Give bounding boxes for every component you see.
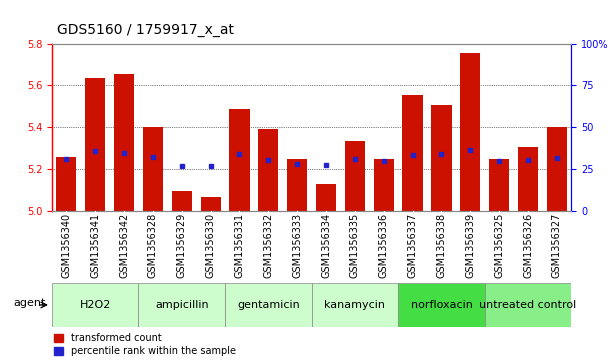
FancyBboxPatch shape: [52, 283, 139, 327]
FancyBboxPatch shape: [312, 283, 398, 327]
Text: GSM1356330: GSM1356330: [206, 213, 216, 278]
Bar: [489, 159, 509, 211]
FancyBboxPatch shape: [225, 283, 312, 327]
Bar: [547, 127, 567, 211]
FancyBboxPatch shape: [139, 283, 225, 327]
Text: agent: agent: [13, 298, 45, 308]
Text: GSM1356342: GSM1356342: [119, 213, 129, 278]
Text: GSM1356326: GSM1356326: [523, 213, 533, 278]
Bar: [316, 184, 336, 211]
Text: norfloxacin: norfloxacin: [411, 300, 472, 310]
Text: GSM1356327: GSM1356327: [552, 213, 562, 278]
Text: GDS5160 / 1759917_x_at: GDS5160 / 1759917_x_at: [57, 23, 234, 37]
Text: GSM1356332: GSM1356332: [263, 213, 273, 278]
Text: GSM1356335: GSM1356335: [350, 213, 360, 278]
Bar: [200, 197, 221, 211]
Bar: [143, 127, 163, 211]
Text: GSM1356329: GSM1356329: [177, 213, 187, 278]
Text: ampicillin: ampicillin: [155, 300, 208, 310]
Text: GSM1356331: GSM1356331: [235, 213, 244, 278]
Text: GSM1356325: GSM1356325: [494, 213, 504, 278]
FancyBboxPatch shape: [485, 283, 571, 327]
Legend: transformed count, percentile rank within the sample: transformed count, percentile rank withi…: [54, 333, 236, 356]
Text: GSM1356338: GSM1356338: [436, 213, 447, 278]
Text: GSM1356339: GSM1356339: [466, 213, 475, 278]
Text: untreated control: untreated control: [480, 300, 577, 310]
Text: kanamycin: kanamycin: [324, 300, 386, 310]
Bar: [287, 159, 307, 211]
Bar: [345, 140, 365, 211]
Text: GSM1356341: GSM1356341: [90, 213, 100, 278]
Text: H2O2: H2O2: [79, 300, 111, 310]
FancyBboxPatch shape: [398, 283, 485, 327]
Bar: [431, 105, 452, 211]
Text: GSM1356340: GSM1356340: [61, 213, 71, 278]
Bar: [374, 159, 394, 211]
Bar: [114, 74, 134, 211]
Bar: [460, 53, 480, 211]
Text: GSM1356337: GSM1356337: [408, 213, 417, 278]
Text: gentamicin: gentamicin: [237, 300, 300, 310]
Bar: [172, 191, 192, 211]
Bar: [403, 95, 423, 211]
Text: GSM1356334: GSM1356334: [321, 213, 331, 278]
Text: GSM1356333: GSM1356333: [292, 213, 302, 278]
Bar: [258, 129, 279, 211]
Bar: [518, 147, 538, 211]
Bar: [85, 78, 105, 211]
Text: GSM1356328: GSM1356328: [148, 213, 158, 278]
Bar: [229, 109, 249, 211]
Bar: [56, 157, 76, 211]
Text: GSM1356336: GSM1356336: [379, 213, 389, 278]
